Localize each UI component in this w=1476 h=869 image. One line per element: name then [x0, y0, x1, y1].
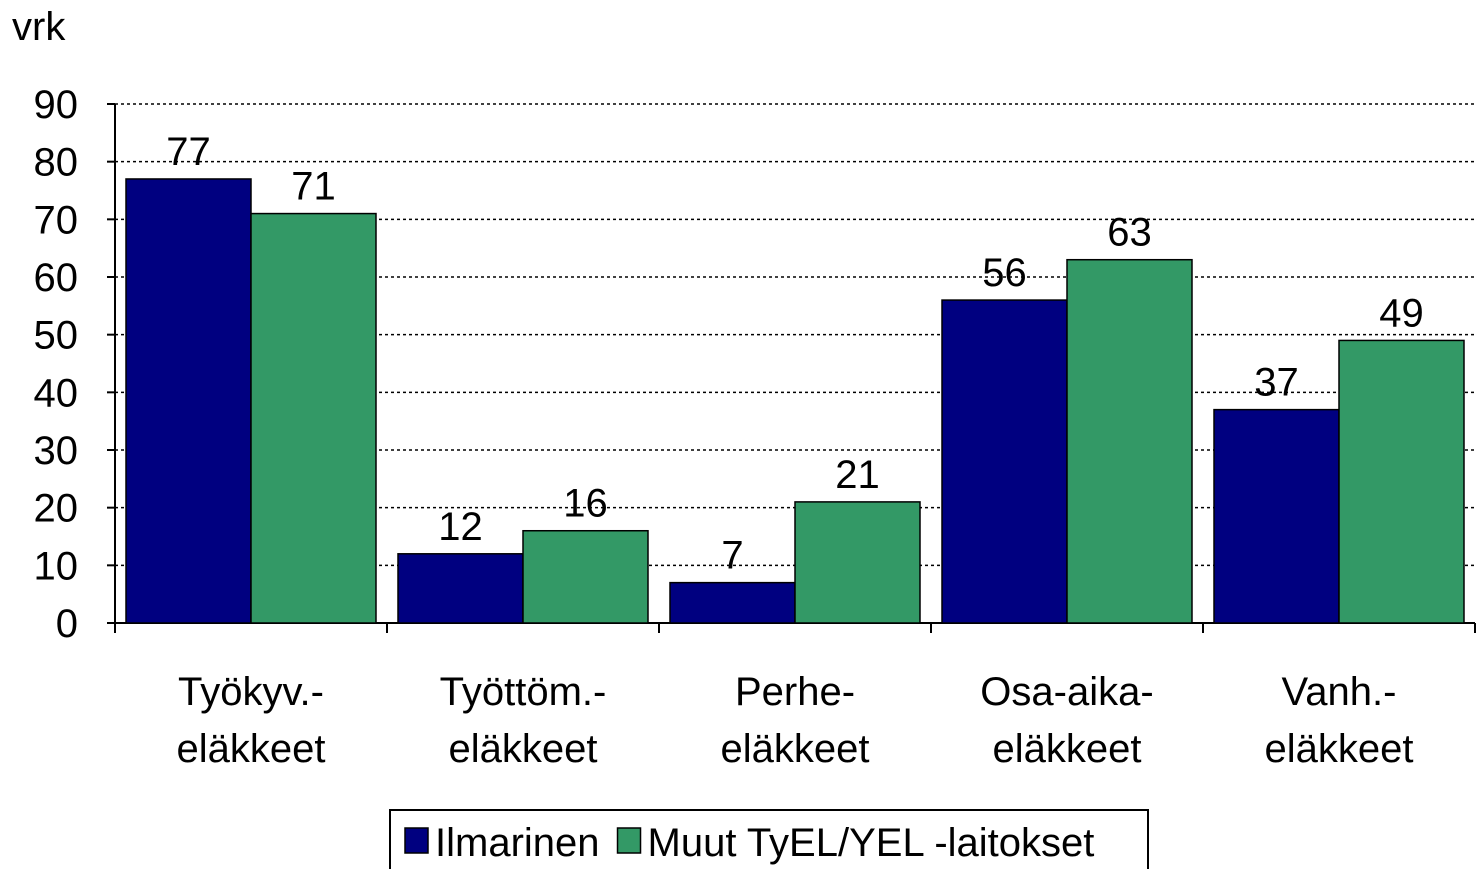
bar	[397, 553, 524, 624]
value-label: 12	[438, 505, 483, 549]
y-tick-label: 80	[34, 141, 79, 185]
x-tick-label: eläkkeet	[993, 727, 1142, 771]
x-tick-label: eläkkeet	[721, 727, 870, 771]
value-label: 7	[721, 534, 743, 578]
value-label: 16	[563, 482, 608, 526]
bar	[125, 178, 252, 624]
bar	[1213, 408, 1340, 624]
value-label: 71	[291, 165, 336, 209]
legend-label: Muut TyEL/YEL -laitokset	[648, 821, 1095, 865]
legend-label: Ilmarinen	[435, 821, 600, 865]
bar	[669, 581, 796, 624]
y-tick-label: 10	[34, 544, 79, 588]
value-label: 37	[1254, 361, 1299, 405]
legend-swatch	[404, 827, 429, 854]
value-label: 56	[982, 251, 1027, 295]
value-label: 21	[835, 453, 880, 497]
x-tick-label: eläkkeet	[449, 727, 598, 771]
bar	[1338, 339, 1465, 624]
value-label: 77	[166, 130, 211, 174]
y-axis-label: vrk	[12, 5, 66, 49]
y-tick-label: 90	[34, 83, 79, 127]
bar	[250, 212, 377, 624]
y-tick-label: 60	[34, 256, 79, 300]
bar	[794, 501, 921, 624]
value-label: 49	[1379, 291, 1424, 335]
bar	[1066, 258, 1193, 624]
x-tick-label: Vanh.-	[1282, 670, 1397, 714]
x-tick-label: Työttöm.-	[440, 670, 607, 714]
y-tick-label: 50	[34, 314, 79, 358]
x-tick-label: Perhe-	[735, 670, 855, 714]
y-tick-label: 20	[34, 487, 79, 531]
bar	[522, 529, 649, 624]
legend-swatch	[616, 827, 642, 854]
y-tick-label: 70	[34, 198, 79, 242]
x-tick-label: Osa-aika-	[980, 670, 1153, 714]
x-tick-label: eläkkeet	[177, 727, 326, 771]
y-tick-label: 0	[56, 602, 78, 646]
legend-box	[389, 809, 1149, 869]
x-tick-label: Työkyv.-	[178, 670, 324, 714]
y-tick-label: 30	[34, 429, 79, 473]
y-tick-label: 40	[34, 371, 79, 415]
x-tick-label: eläkkeet	[1265, 727, 1414, 771]
value-label: 63	[1107, 211, 1152, 255]
bar	[941, 299, 1068, 624]
